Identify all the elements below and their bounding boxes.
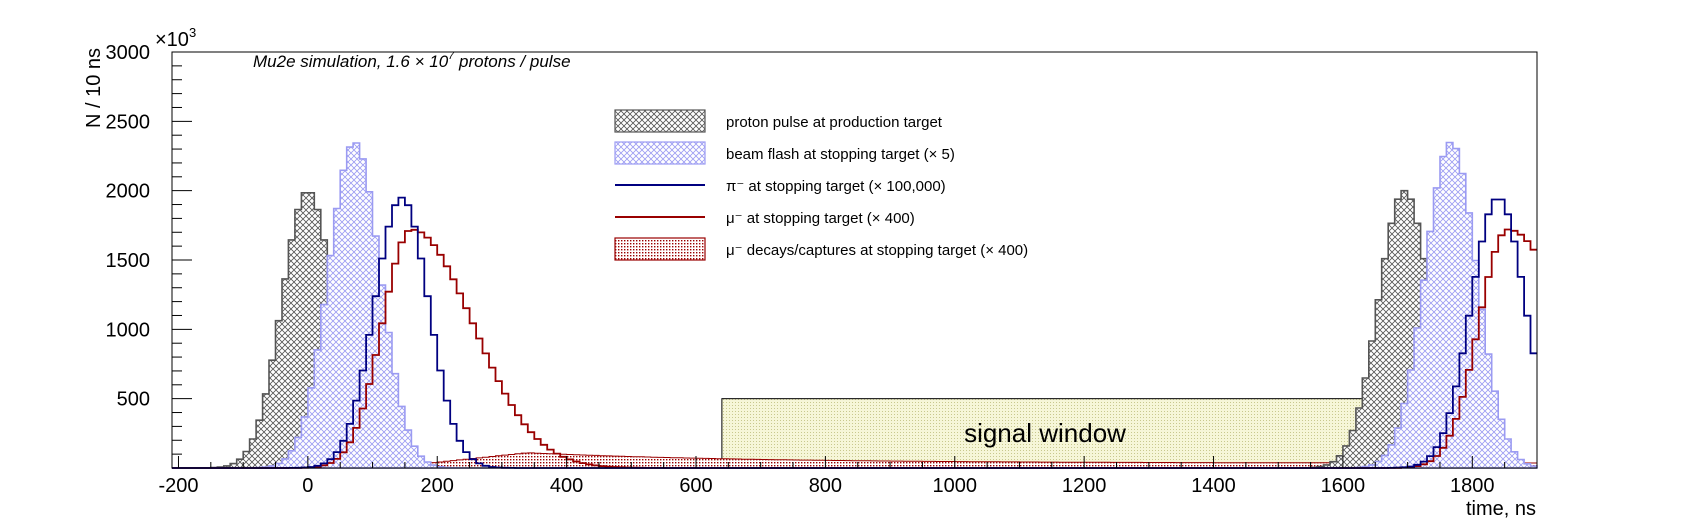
legend-swatch-proton: [614, 109, 706, 133]
x-axis-label: time, ns: [1466, 498, 1536, 520]
legend-label-pion: π⁻ at stopping target (× 100,000): [726, 178, 946, 195]
x-tick-label: 200: [421, 475, 454, 497]
signal-window-label: signal window: [964, 418, 1126, 448]
legend: proton pulse at production target beam f…: [614, 109, 1028, 261]
y-tick-label: 3000: [106, 42, 151, 64]
x-tick-label: -200: [158, 475, 198, 497]
y-axis-multiplier-exponent: 3: [189, 25, 196, 40]
x-tick-label: 1200: [1062, 475, 1107, 497]
y-tick-label: 1500: [106, 250, 151, 272]
x-tick-label: 1600: [1321, 475, 1366, 497]
x-tick-label: 1800: [1450, 475, 1495, 497]
x-tick-label: 800: [809, 475, 842, 497]
chart-title: Mu2e simulation, 1.6 × 107 protons / pul…: [253, 50, 571, 71]
y-tick-label: 2000: [106, 181, 151, 203]
legend-label-muon: μ⁻ at stopping target (× 400): [726, 210, 915, 227]
legend-swatch-muon-decay: [614, 237, 706, 261]
y-axis-label: N / 10 ns: [83, 48, 105, 128]
legend-label-flash: beam flash at stopping target (× 5): [726, 146, 955, 163]
signal-window-layer: [721, 398, 1376, 469]
x-tick-label: 0: [302, 475, 313, 497]
x-tick-label: 400: [550, 475, 583, 497]
legend-swatch-flash: [614, 141, 706, 165]
y-tick-label: 2500: [106, 111, 151, 133]
x-tick-label: 600: [679, 475, 712, 497]
signal-window-box: [721, 398, 1376, 469]
y-tick-label: 1000: [106, 319, 151, 341]
legend-label-muon-decay: μ⁻ decays/captures at stopping target (×…: [726, 242, 1028, 259]
histogram-muon-decay: [172, 452, 1538, 469]
chart-title-exponent: 7: [448, 50, 455, 62]
axes-layer: -200 0 200 400 600 800 1000 1200 1400 1600 1800 500…: [106, 42, 1538, 497]
x-tick-label: 1400: [1191, 475, 1236, 497]
chart-title-tail: protons / pulse: [454, 52, 570, 71]
legend-label-proton: proton pulse at production target: [726, 114, 943, 131]
y-axis-multiplier: ×103: [155, 25, 196, 51]
y-tick-label: 500: [117, 389, 150, 411]
x-tick-label: 1000: [933, 475, 978, 497]
